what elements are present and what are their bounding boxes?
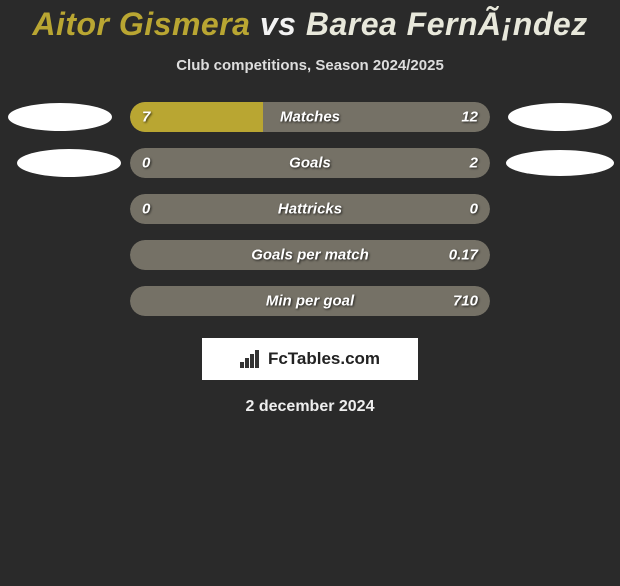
vs-text: vs: [260, 6, 297, 42]
date-text: 2 december 2024: [0, 398, 620, 416]
stat-bar: 7 Matches 12: [130, 102, 490, 132]
stat-row: 0 Goals 2: [0, 148, 620, 178]
player1-name: Aitor Gismera: [32, 6, 250, 42]
team-marker-left: [8, 103, 112, 131]
stat-row: 7 Matches 12: [0, 102, 620, 132]
value-left: 0: [142, 155, 150, 172]
stat-label: Matches: [280, 109, 340, 126]
stat-label: Goals per match: [251, 247, 369, 264]
stat-row: Min per goal 710: [0, 286, 620, 316]
logo-box: FcTables.com: [202, 338, 418, 380]
stat-row: 0 Hattricks 0: [0, 194, 620, 224]
bar-chart-icon: [240, 350, 262, 368]
stat-label: Hattricks: [278, 201, 342, 218]
value-right: 710: [453, 293, 478, 310]
stat-rows: 7 Matches 12 0 Goals 2 0 Hattricks 0 Goals per ma…: [0, 102, 620, 316]
value-right: 12: [461, 109, 478, 126]
stat-row: Goals per match 0.17: [0, 240, 620, 270]
team-marker-right: [506, 150, 614, 176]
stat-label: Goals: [289, 155, 331, 172]
stat-bar: 0 Hattricks 0: [130, 194, 490, 224]
subtitle: Club competitions, Season 2024/2025: [0, 57, 620, 74]
comparison-title: Aitor Gismera vs Barea FernÃ¡ndez: [0, 6, 620, 43]
stat-bar: 0 Goals 2: [130, 148, 490, 178]
value-left: 7: [142, 109, 150, 126]
value-right: 0.17: [449, 247, 478, 264]
team-marker-left: [17, 149, 121, 177]
value-right: 2: [470, 155, 478, 172]
team-marker-right: [508, 103, 612, 131]
stat-label: Min per goal: [266, 293, 354, 310]
stat-bar: Min per goal 710: [130, 286, 490, 316]
value-left: 0: [142, 201, 150, 218]
value-right: 0: [470, 201, 478, 218]
stat-bar: Goals per match 0.17: [130, 240, 490, 270]
player2-name: Barea FernÃ¡ndez: [306, 6, 588, 42]
logo-text: FcTables.com: [268, 349, 380, 369]
